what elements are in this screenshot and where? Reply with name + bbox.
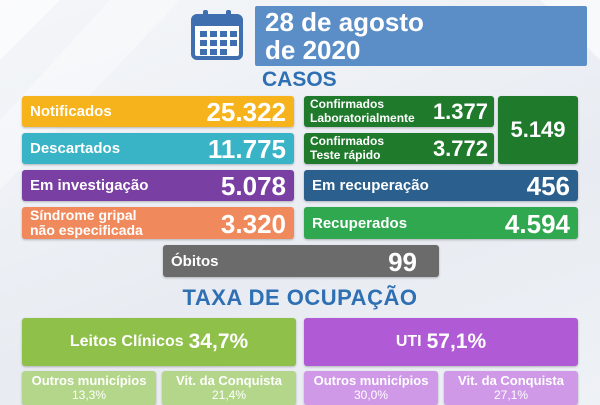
obitos-card: Óbitos 99 (163, 245, 439, 277)
sindrome-card: Síndrome gripal não especificada 3.320 (22, 207, 294, 239)
em-investigacao-value: 5.078 (220, 171, 286, 201)
date-line1: 28 de agosto (265, 7, 424, 37)
em-recuperacao-label: Em recuperação (312, 177, 429, 194)
recuperados-value: 4.594 (504, 209, 570, 239)
uti-value: 57,1% (426, 330, 487, 353)
leitos-outros-value: 13,3% (71, 388, 107, 402)
sindrome-label-1: Síndrome gripal (30, 207, 137, 223)
leitos-vit-value: 21,4% (211, 388, 247, 402)
date-line2: de 2020 (265, 35, 361, 65)
confirmados-total-card: 5.149 (498, 96, 578, 164)
ocupacao-title: TAXA DE OCUPAÇÃO (182, 285, 418, 310)
descartados-label: Descartados (30, 140, 121, 157)
uti-card: UTI 57,1% (304, 318, 578, 366)
uti-vit-label: Vit. da Conquista (458, 373, 564, 388)
notificados-value: 25.322 (206, 97, 286, 127)
casos-title: CASOS (262, 68, 337, 91)
uti-outros-value: 30,0% (353, 388, 389, 402)
obitos-label: Óbitos (171, 253, 219, 270)
recuperados-card: Recuperados 4.594 (304, 207, 578, 239)
sindrome-label-2: não especificada (30, 222, 143, 238)
confirmados-teste-card: Confirmados Teste rápido 3.772 (304, 133, 494, 164)
obitos-value: 99 (388, 247, 417, 277)
leitos-outros-card: Outros municípios 13,3% (22, 371, 156, 405)
confirmados-total-value: 5.149 (510, 117, 566, 142)
confirmados-lab-value: 1.377 (432, 99, 488, 124)
em-recuperacao-value: 456 (526, 171, 570, 201)
leitos-vit-label: Vit. da Conquista (176, 373, 282, 388)
uti-outros-label: Outros municípios (313, 373, 429, 388)
confirmados-teste-label-1: Confirmados (310, 134, 385, 148)
date-banner: 28 de agosto de 2020 (255, 6, 587, 66)
uti-label: UTI (395, 333, 422, 350)
descartados-card: Descartados 11.775 (22, 133, 294, 164)
notificados-card: Notificados 25.322 (22, 96, 294, 127)
confirmados-lab-label-1: Confirmados (310, 97, 385, 111)
uti-vit-value: 27,1% (493, 388, 529, 402)
leitos-label: Leitos Clínicos (69, 333, 184, 350)
em-recuperacao-card: Em recuperação 456 (304, 170, 578, 201)
confirmados-teste-label-2: Teste rápido (310, 148, 381, 162)
em-investigacao-card: Em investigação 5.078 (22, 170, 294, 201)
notificados-label: Notificados (30, 103, 112, 120)
leitos-value: 34,7% (188, 330, 249, 353)
recuperados-label: Recuperados (312, 215, 408, 232)
calendar-icon (191, 10, 243, 60)
sindrome-value: 3.320 (220, 209, 286, 239)
uti-vit-card: Vit. da Conquista 27,1% (444, 371, 578, 405)
em-investigacao-label: Em investigação (30, 177, 149, 194)
confirmados-lab-card: Confirmados Laboratorialmente 1.377 (304, 96, 494, 127)
leitos-vit-card: Vit. da Conquista 21,4% (162, 371, 296, 405)
confirmados-lab-label-2: Laboratorialmente (310, 111, 415, 125)
leitos-outros-label: Outros municípios (31, 373, 147, 388)
descartados-value: 11.775 (207, 134, 286, 164)
confirmados-teste-value: 3.772 (432, 136, 488, 161)
uti-outros-card: Outros municípios 30,0% (304, 371, 438, 405)
leitos-card: Leitos Clínicos 34,7% (22, 318, 296, 366)
